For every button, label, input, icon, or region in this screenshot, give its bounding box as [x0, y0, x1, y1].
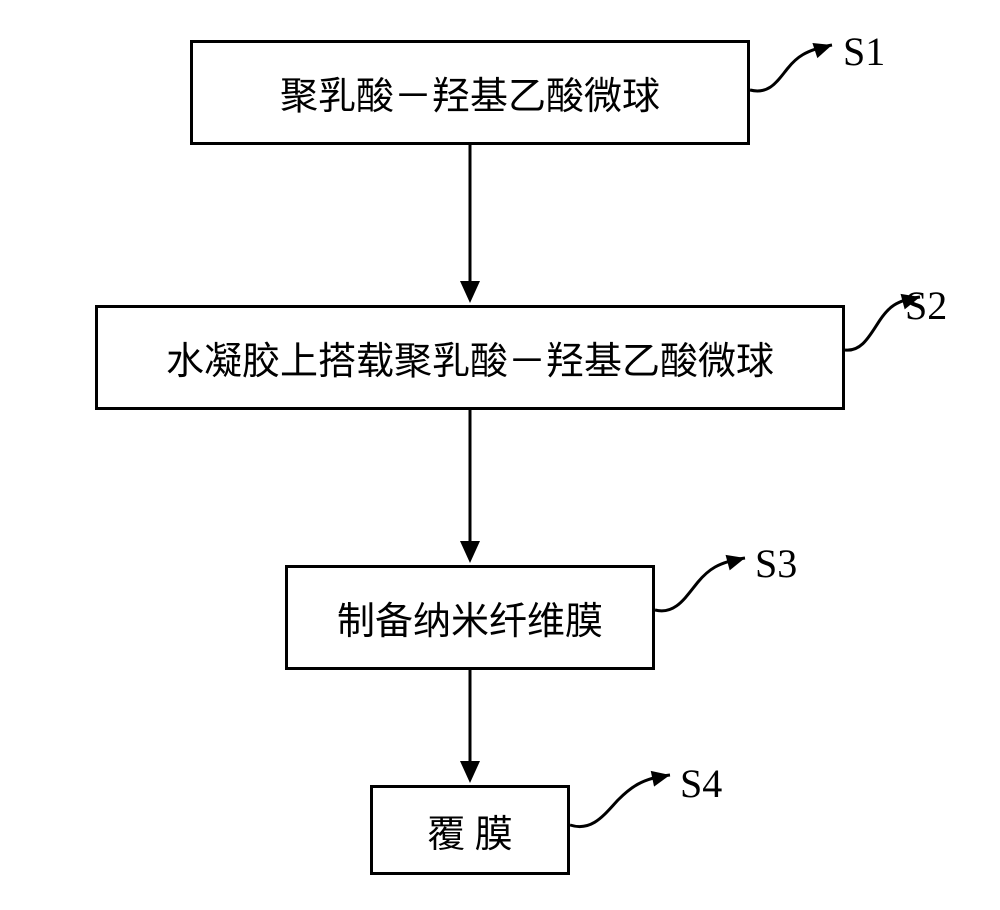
node-s2: 水凝胶上搭载聚乳酸－羟基乙酸微球: [95, 305, 845, 410]
node-s4-text: 覆 膜: [427, 803, 513, 858]
node-s3: 制备纳米纤维膜: [285, 565, 655, 670]
label-s3: S3: [755, 540, 797, 587]
node-s2-text: 水凝胶上搭载聚乳酸－羟基乙酸微球: [166, 330, 774, 385]
node-s1-text: 聚乳酸－羟基乙酸微球: [280, 65, 660, 120]
flowchart-canvas: 聚乳酸－羟基乙酸微球 水凝胶上搭载聚乳酸－羟基乙酸微球 制备纳米纤维膜 覆 膜 …: [0, 0, 1000, 910]
label-s4: S4: [680, 760, 722, 807]
label-s2: S2: [905, 282, 947, 329]
node-s1: 聚乳酸－羟基乙酸微球: [190, 40, 750, 145]
node-s4: 覆 膜: [370, 785, 570, 875]
node-s3-text: 制备纳米纤维膜: [337, 590, 603, 645]
label-s1: S1: [843, 28, 885, 75]
